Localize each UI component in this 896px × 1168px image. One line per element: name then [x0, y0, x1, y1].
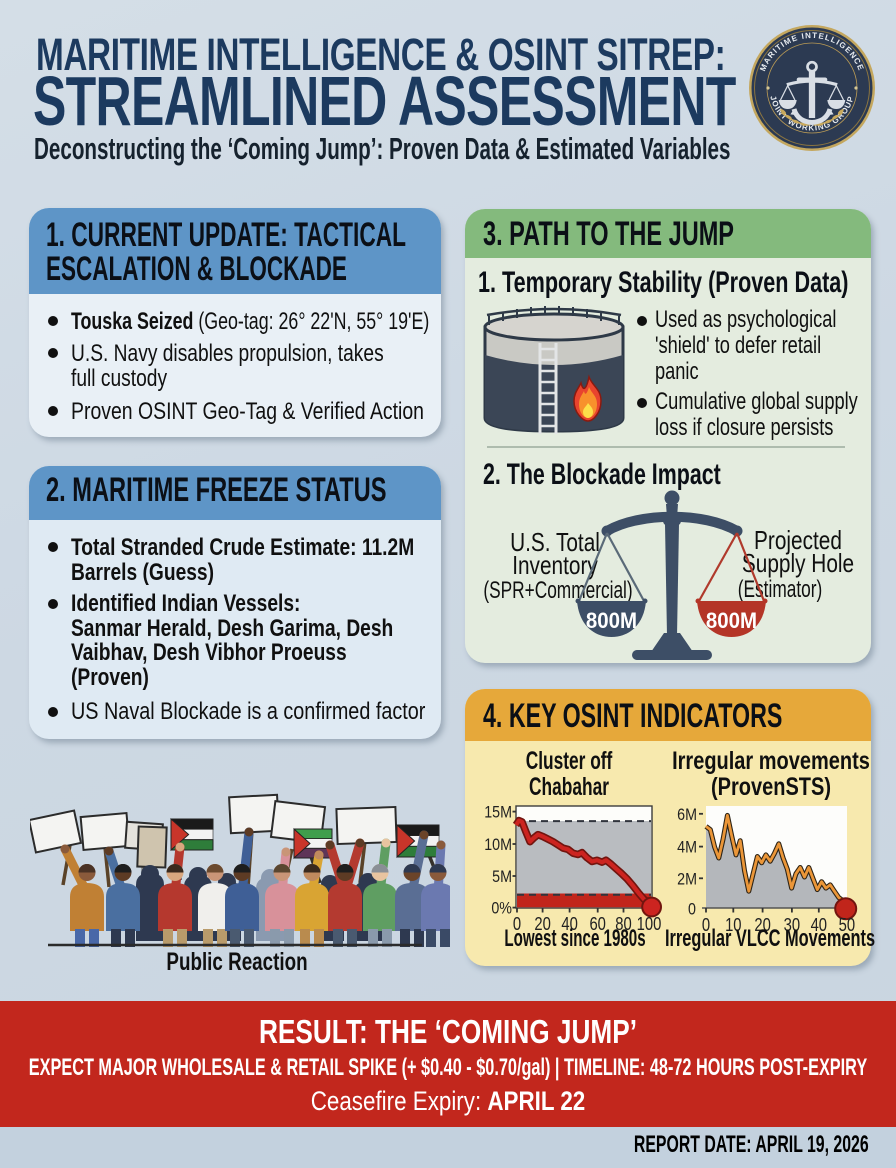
svg-text:5M: 5M — [492, 868, 512, 886]
svg-text:0%: 0% — [491, 900, 512, 918]
svg-text:800M: 800M — [586, 608, 637, 633]
svg-text:30: 30 — [784, 914, 800, 935]
svg-text:40: 40 — [811, 914, 827, 935]
svg-text:20: 20 — [534, 913, 550, 934]
svg-text:0: 0 — [688, 901, 696, 919]
svg-text:800M: 800M — [706, 608, 757, 633]
svg-text:2M: 2M — [677, 870, 697, 888]
svg-text:15M: 15M — [484, 804, 512, 822]
svg-text:20: 20 — [754, 914, 770, 935]
svg-text:0: 0 — [702, 914, 710, 935]
svg-text:40: 40 — [561, 913, 577, 934]
svg-text:10M: 10M — [484, 836, 512, 854]
svg-text:100: 100 — [637, 913, 662, 934]
svg-text:60: 60 — [589, 913, 605, 934]
svg-text:10: 10 — [725, 914, 741, 935]
svg-text:6M: 6M — [677, 806, 697, 824]
svg-text:50: 50 — [839, 914, 855, 935]
svg-text:0: 0 — [513, 913, 521, 934]
svg-text:80: 80 — [615, 913, 631, 934]
svg-text:4M: 4M — [677, 839, 697, 857]
